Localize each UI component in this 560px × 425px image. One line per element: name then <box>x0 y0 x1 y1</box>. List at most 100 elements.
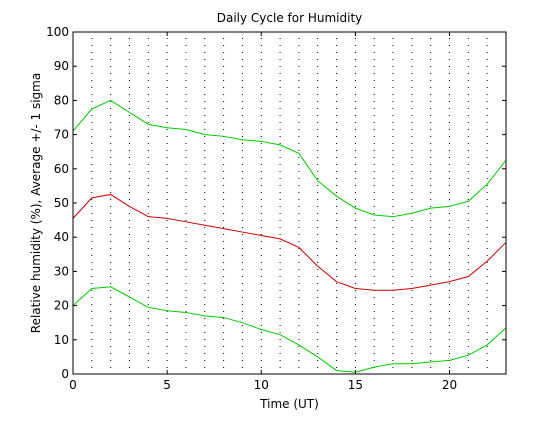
sample-dot <box>467 325 469 326</box>
sample-dot <box>110 108 112 109</box>
sample-dot <box>467 185 469 186</box>
sample-dot <box>317 206 319 207</box>
sample-dot <box>129 255 130 256</box>
sample-dot <box>241 241 243 242</box>
sample-dot <box>279 276 281 277</box>
sample-dot <box>411 206 413 207</box>
sample-dot <box>129 73 130 74</box>
sample-dot <box>336 171 338 172</box>
sample-dot <box>354 199 356 200</box>
sample-dot <box>279 283 281 284</box>
sample-dot <box>279 367 281 368</box>
sample-dot <box>129 276 130 277</box>
sample-dot <box>430 332 432 333</box>
sample-dot <box>241 164 243 165</box>
sample-dot <box>91 290 93 291</box>
sample-dot <box>279 213 281 214</box>
sample-dot <box>166 213 168 214</box>
sample-dot <box>204 360 206 361</box>
sample-dot <box>411 262 413 263</box>
sample-dot <box>336 52 338 53</box>
sample-dot <box>129 94 130 95</box>
sample-dot <box>147 311 149 312</box>
sample-dot <box>147 318 149 319</box>
sample-dot <box>336 234 338 235</box>
sample-dot <box>260 339 262 340</box>
sample-dot <box>430 346 432 347</box>
sample-dot <box>241 339 243 340</box>
sample-dot <box>279 87 281 88</box>
sample-dot <box>298 129 300 130</box>
sample-dot <box>241 248 243 249</box>
sample-dot <box>260 164 262 165</box>
sample-dot <box>449 339 450 340</box>
x-tick-label: 5 <box>163 378 171 392</box>
sample-dot <box>166 80 168 81</box>
sample-dot <box>260 297 262 298</box>
sample-dot <box>373 178 375 179</box>
sample-dot <box>373 59 375 60</box>
sample-dot <box>166 318 168 319</box>
sample-dot <box>147 143 149 144</box>
sample-dot <box>411 171 413 172</box>
sample-dot <box>317 80 319 81</box>
sample-dot <box>298 248 300 249</box>
sample-dot <box>430 129 432 130</box>
sample-dot <box>260 220 262 221</box>
sample-dot <box>166 185 168 186</box>
sample-dot <box>298 290 300 291</box>
sample-dot <box>166 290 168 291</box>
sample-dot <box>91 87 93 88</box>
sample-dot <box>411 45 413 46</box>
sample-dot <box>411 290 413 291</box>
sample-dot <box>449 262 450 263</box>
sample-dot <box>129 150 130 151</box>
sample-dot <box>486 311 488 312</box>
sample-dot <box>279 171 281 172</box>
sample-dot <box>260 150 262 151</box>
sample-dot <box>279 59 281 60</box>
sample-dot <box>91 325 93 326</box>
sample-dot <box>223 276 225 277</box>
sample-dot <box>279 304 281 305</box>
sample-dot <box>411 185 413 186</box>
sample-dot <box>223 255 225 256</box>
sample-dot <box>354 38 356 39</box>
sample-dot <box>185 87 187 88</box>
sample-dot <box>260 108 262 109</box>
sample-dot <box>260 213 262 214</box>
sample-dot <box>91 178 93 179</box>
sample-dot <box>354 73 356 74</box>
sample-dot <box>486 346 488 347</box>
sample-dot <box>223 360 225 361</box>
sample-dot <box>467 367 469 368</box>
sample-dot <box>91 269 93 270</box>
sample-dot <box>411 192 413 193</box>
sample-dot <box>298 171 300 172</box>
sample-dot <box>430 101 432 102</box>
sample-dot <box>298 297 300 298</box>
sample-dot <box>298 199 300 200</box>
sample-dot <box>373 45 375 46</box>
sample-dot <box>166 276 168 277</box>
sample-dot <box>260 122 262 123</box>
sample-dot <box>260 241 262 242</box>
sample-dot <box>279 241 281 242</box>
sample-dot <box>185 80 187 81</box>
sample-dot <box>204 136 206 137</box>
sample-dot <box>204 325 206 326</box>
sample-dot <box>166 108 168 109</box>
sample-dot <box>204 234 206 235</box>
sample-dot <box>430 241 432 242</box>
sample-dot <box>392 248 394 249</box>
sample-dot <box>354 360 356 361</box>
sample-dot <box>486 87 488 88</box>
sample-dot <box>317 346 319 347</box>
sample-dot <box>392 38 394 39</box>
sample-dot <box>223 45 225 46</box>
sample-dot <box>166 227 168 228</box>
sample-dot <box>298 353 300 354</box>
sample-dot <box>241 332 243 333</box>
sample-dot <box>392 269 394 270</box>
sample-dot <box>129 136 130 137</box>
